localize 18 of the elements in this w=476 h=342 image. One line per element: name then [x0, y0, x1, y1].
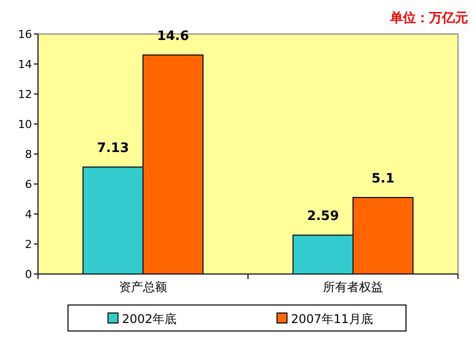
legend-label: 2002年底	[122, 312, 177, 326]
y-tick-label: 8	[25, 148, 32, 161]
data-label: 7.13	[96, 141, 130, 156]
x-tick-label: 资产总额	[119, 280, 167, 294]
y-tick-label: 2	[25, 238, 32, 251]
data-label: 5.1	[371, 172, 395, 186]
y-tick-label: 0	[25, 268, 32, 281]
text: 单位：万亿元	[389, 10, 468, 26]
y-tick-label: 10	[18, 118, 32, 131]
y-tick-label: 4	[25, 208, 32, 221]
y-tick-label: 6	[25, 178, 32, 191]
data-label: 2.59	[306, 209, 340, 224]
legend-label: 2007年11月底	[291, 312, 373, 326]
y-tick-label: 12	[18, 88, 32, 101]
y-tick-label: 14	[18, 58, 32, 71]
y-tick-label: 16	[18, 28, 32, 41]
x-tick-label: 所有者权益	[323, 280, 383, 294]
data-label: 14.6	[156, 29, 190, 44]
